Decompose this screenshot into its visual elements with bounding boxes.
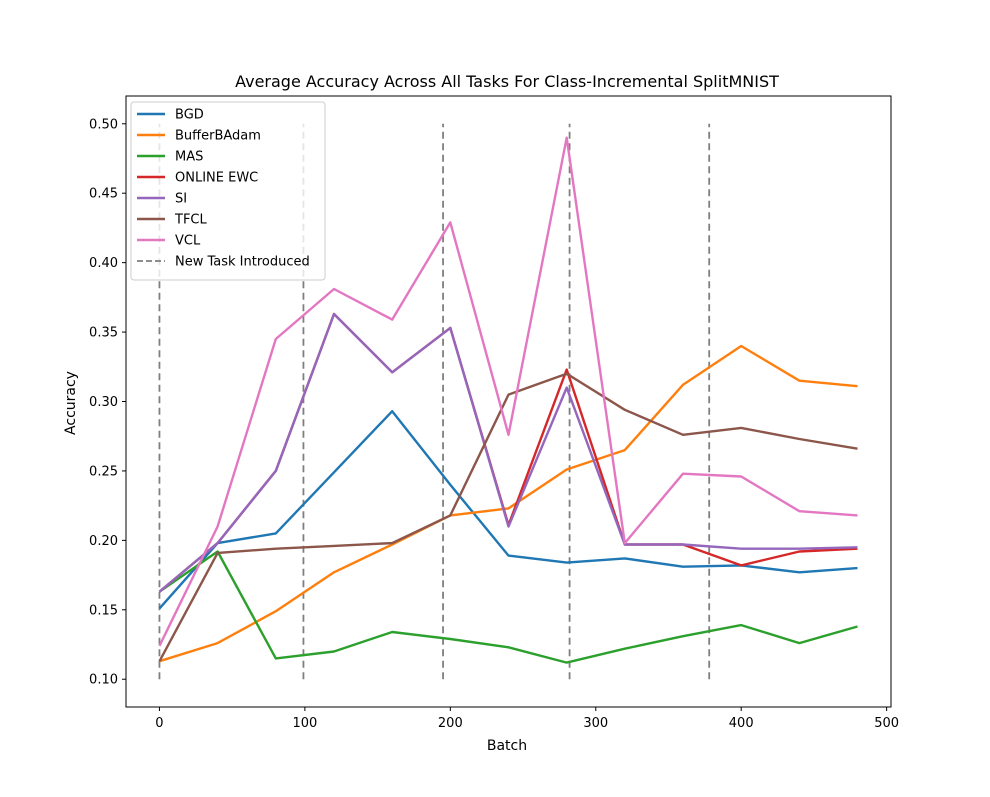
legend-label: BGD: [175, 108, 204, 123]
series-line-bufferbadam: [159, 344, 858, 663]
y-tick-label: 0.45: [89, 187, 118, 202]
series-line-tfcl: [158, 372, 858, 662]
legend-box: [130, 101, 326, 281]
x-tick-label: 100: [292, 716, 317, 731]
y-axis-ticks: 0.10 0.15 0.20 0.25 0.30 0.35 0.40 0.45 0.50: [89, 117, 126, 688]
legend-label: SI: [175, 192, 187, 207]
x-tick-label: 0: [155, 716, 163, 731]
legend-label: MAS: [175, 150, 203, 165]
x-tick-label: 300: [583, 716, 608, 731]
legend: BGD BufferBAdam MAS ONLINE EWC SI TFCL VCL New …: [130, 101, 326, 281]
series-lines: [158, 136, 858, 664]
y-tick-label: 0.30: [89, 395, 118, 410]
y-axis-label: Accuracy: [63, 371, 79, 435]
series-line-mas: [158, 550, 858, 664]
y-tick-label: 0.15: [89, 603, 118, 618]
y-tick-label: 0.20: [89, 534, 118, 549]
x-tick-label: 500: [874, 716, 899, 731]
x-tick-label: 200: [438, 716, 463, 731]
plot-frame: [125, 95, 892, 708]
series-line-si: [158, 312, 858, 593]
legend-label: New Task Introduced: [175, 255, 310, 270]
legend-label: VCL: [175, 234, 201, 249]
series-line-vcl: [158, 136, 858, 647]
x-axis-ticks: 0 100 200 300 400 500: [155, 707, 899, 731]
chart-title: Average Accuracy Across All Tasks For Cl…: [235, 72, 779, 91]
y-tick-label: 0.35: [89, 326, 118, 341]
y-tick-label: 0.25: [89, 464, 118, 479]
legend-label: ONLINE EWC: [175, 171, 258, 186]
y-tick-label: 0.40: [89, 256, 118, 271]
legend-label: TFCL: [174, 213, 207, 228]
x-axis-label: Batch: [487, 738, 527, 754]
legend-label: BufferBAdam: [175, 129, 261, 144]
y-tick-label: 0.10: [89, 673, 118, 688]
x-tick-label: 400: [729, 716, 754, 731]
y-tick-label: 0.50: [89, 117, 118, 132]
